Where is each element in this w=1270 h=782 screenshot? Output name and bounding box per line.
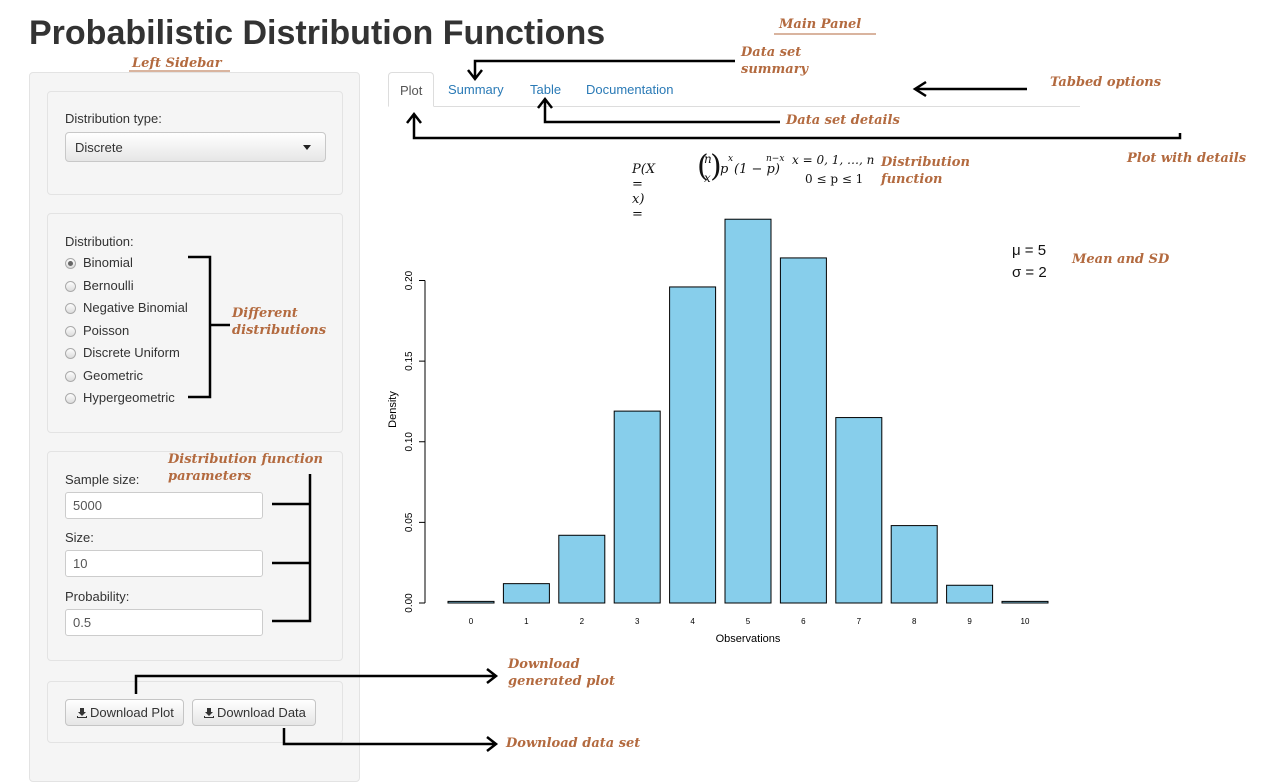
formula-cond2: 0 ≤ p ≤ 1 — [805, 172, 864, 186]
binomial-bracket-left: ( — [697, 149, 709, 184]
x-tick-label: 4 — [690, 617, 695, 626]
formula-exp2: n−x — [766, 154, 785, 164]
x-tick-label: 0 — [469, 617, 474, 626]
annotation-data-set-details: Data set details — [786, 113, 900, 128]
download-plot-label: Download Plot — [90, 705, 174, 720]
bar — [613, 410, 661, 604]
annotation-tabbed-options: Tabbed options — [1050, 75, 1162, 90]
radio-label: Bernoulli — [83, 277, 134, 293]
annotation-distribution-function: Distribution function — [881, 155, 970, 187]
formula-p: p — [720, 162, 729, 177]
distribution-label: Distribution: — [65, 234, 134, 249]
formula-rhs2: (1 − p) — [734, 162, 780, 177]
radio-label: Negative Binomial — [83, 300, 188, 315]
tab-table[interactable]: Table — [530, 82, 562, 97]
annotation-left-sidebar: Left Sidebar — [132, 56, 222, 71]
annotation-different-distributions: Different distributions — [232, 306, 327, 338]
bar — [502, 583, 550, 604]
radio-button[interactable] — [65, 258, 76, 269]
download-icon — [204, 708, 214, 718]
radio-button[interactable] — [65, 280, 76, 292]
bar — [447, 600, 495, 604]
y-axis-label: Density — [387, 391, 399, 428]
page-title: Probabilistic Distribution Functions — [29, 14, 606, 52]
left-sidebar: Distribution type: Discrete Distribution… — [29, 72, 360, 782]
annotation-download-plot: Download generated plot — [508, 657, 615, 689]
radio-label: Binomial — [83, 255, 133, 270]
formula-lhs: P(X = x) = — [632, 162, 656, 222]
download-data-button[interactable]: Download Data — [192, 699, 316, 726]
mean-label: μ = 5 — [1012, 242, 1047, 259]
bar — [669, 286, 717, 604]
bar — [890, 525, 938, 604]
formula-exp1: x — [728, 154, 734, 164]
bar — [779, 257, 827, 604]
sample-size-label: Sample size: — [65, 472, 140, 487]
download-plot-button[interactable]: Download Plot — [65, 699, 184, 726]
y-tick-label: 0.10 — [404, 432, 415, 452]
binomial-bracket-right: ) — [710, 149, 722, 184]
binom-bottom: x — [704, 171, 711, 185]
download-well: Download Plot Download Data — [47, 681, 343, 743]
bar — [724, 218, 772, 604]
x-tick-label: 8 — [912, 617, 917, 626]
size-label: Size: — [65, 530, 94, 545]
y-tick-label: 0.00 — [404, 593, 415, 613]
annotation-mean-sd: Mean and SD — [1072, 252, 1170, 267]
probability-input[interactable] — [65, 609, 263, 636]
tab-bar: Plot Summary Table Documentation — [388, 72, 1080, 107]
density-bar-chart: 0.00 0.05 0.10 0.15 0.20 Density 0 1 2 3 4 5 6 7 8 9 10 O… — [387, 218, 1049, 645]
y-tick-label: 0.05 — [404, 512, 415, 532]
annotation-plot-with-details: Plot with details — [1127, 151, 1247, 166]
distribution-type-value: Discrete — [75, 140, 123, 155]
bar — [946, 584, 994, 604]
tab-plot[interactable]: Plot — [388, 72, 435, 107]
radio-button[interactable] — [65, 393, 76, 404]
radio-label: Geometric — [83, 367, 143, 383]
sample-size-input[interactable] — [65, 492, 263, 519]
distribution-type-select[interactable]: Discrete — [65, 132, 326, 162]
distribution-type-label: Distribution type: — [65, 111, 162, 126]
tab-documentation[interactable]: Documentation — [586, 82, 674, 97]
tab-summary[interactable]: Summary — [448, 82, 504, 97]
y-tick-label: 0.20 — [404, 270, 415, 290]
radio-label: Poisson — [83, 322, 130, 338]
radio-button[interactable] — [65, 348, 76, 359]
x-tick-label: 6 — [801, 617, 806, 626]
radio-button[interactable] — [65, 325, 76, 337]
x-axis-label: Observations — [716, 633, 781, 645]
probability-label: Probability: — [65, 589, 130, 604]
x-tick-label: 1 — [524, 617, 529, 626]
sd-label: σ = 2 — [1012, 264, 1047, 281]
radio-label: Hypergeometric — [83, 390, 175, 405]
y-tick-label: 0.15 — [404, 351, 415, 371]
x-tick-label: 9 — [967, 617, 972, 626]
x-tick-label: 10 — [1021, 617, 1030, 626]
distribution-type-well: Distribution type: Discrete — [47, 91, 343, 195]
download-icon — [77, 708, 87, 718]
formula-cond1: x = 0, 1, …, n — [792, 153, 875, 167]
x-tick-label: 5 — [746, 617, 751, 626]
x-tick-label: 2 — [580, 617, 585, 626]
annotation-dist-params: Distribution function parameters — [168, 452, 323, 484]
bar — [1001, 600, 1049, 604]
radio-button[interactable] — [65, 370, 76, 382]
binom-top: n — [704, 152, 712, 166]
size-input[interactable] — [65, 550, 263, 577]
caret-down-icon — [303, 145, 311, 150]
download-data-label: Download Data — [217, 705, 306, 720]
radio-label: Discrete Uniform — [83, 345, 180, 360]
annotation-download-data: Download data set — [506, 736, 641, 751]
annotation-main-panel: Main Panel — [779, 17, 862, 32]
x-tick-label: 3 — [635, 617, 640, 626]
annotation-data-set-summary: Data set summary — [741, 45, 809, 77]
bar — [558, 534, 606, 604]
bar — [835, 417, 883, 604]
radio-button[interactable] — [65, 303, 76, 314]
x-tick-label: 7 — [857, 617, 862, 626]
